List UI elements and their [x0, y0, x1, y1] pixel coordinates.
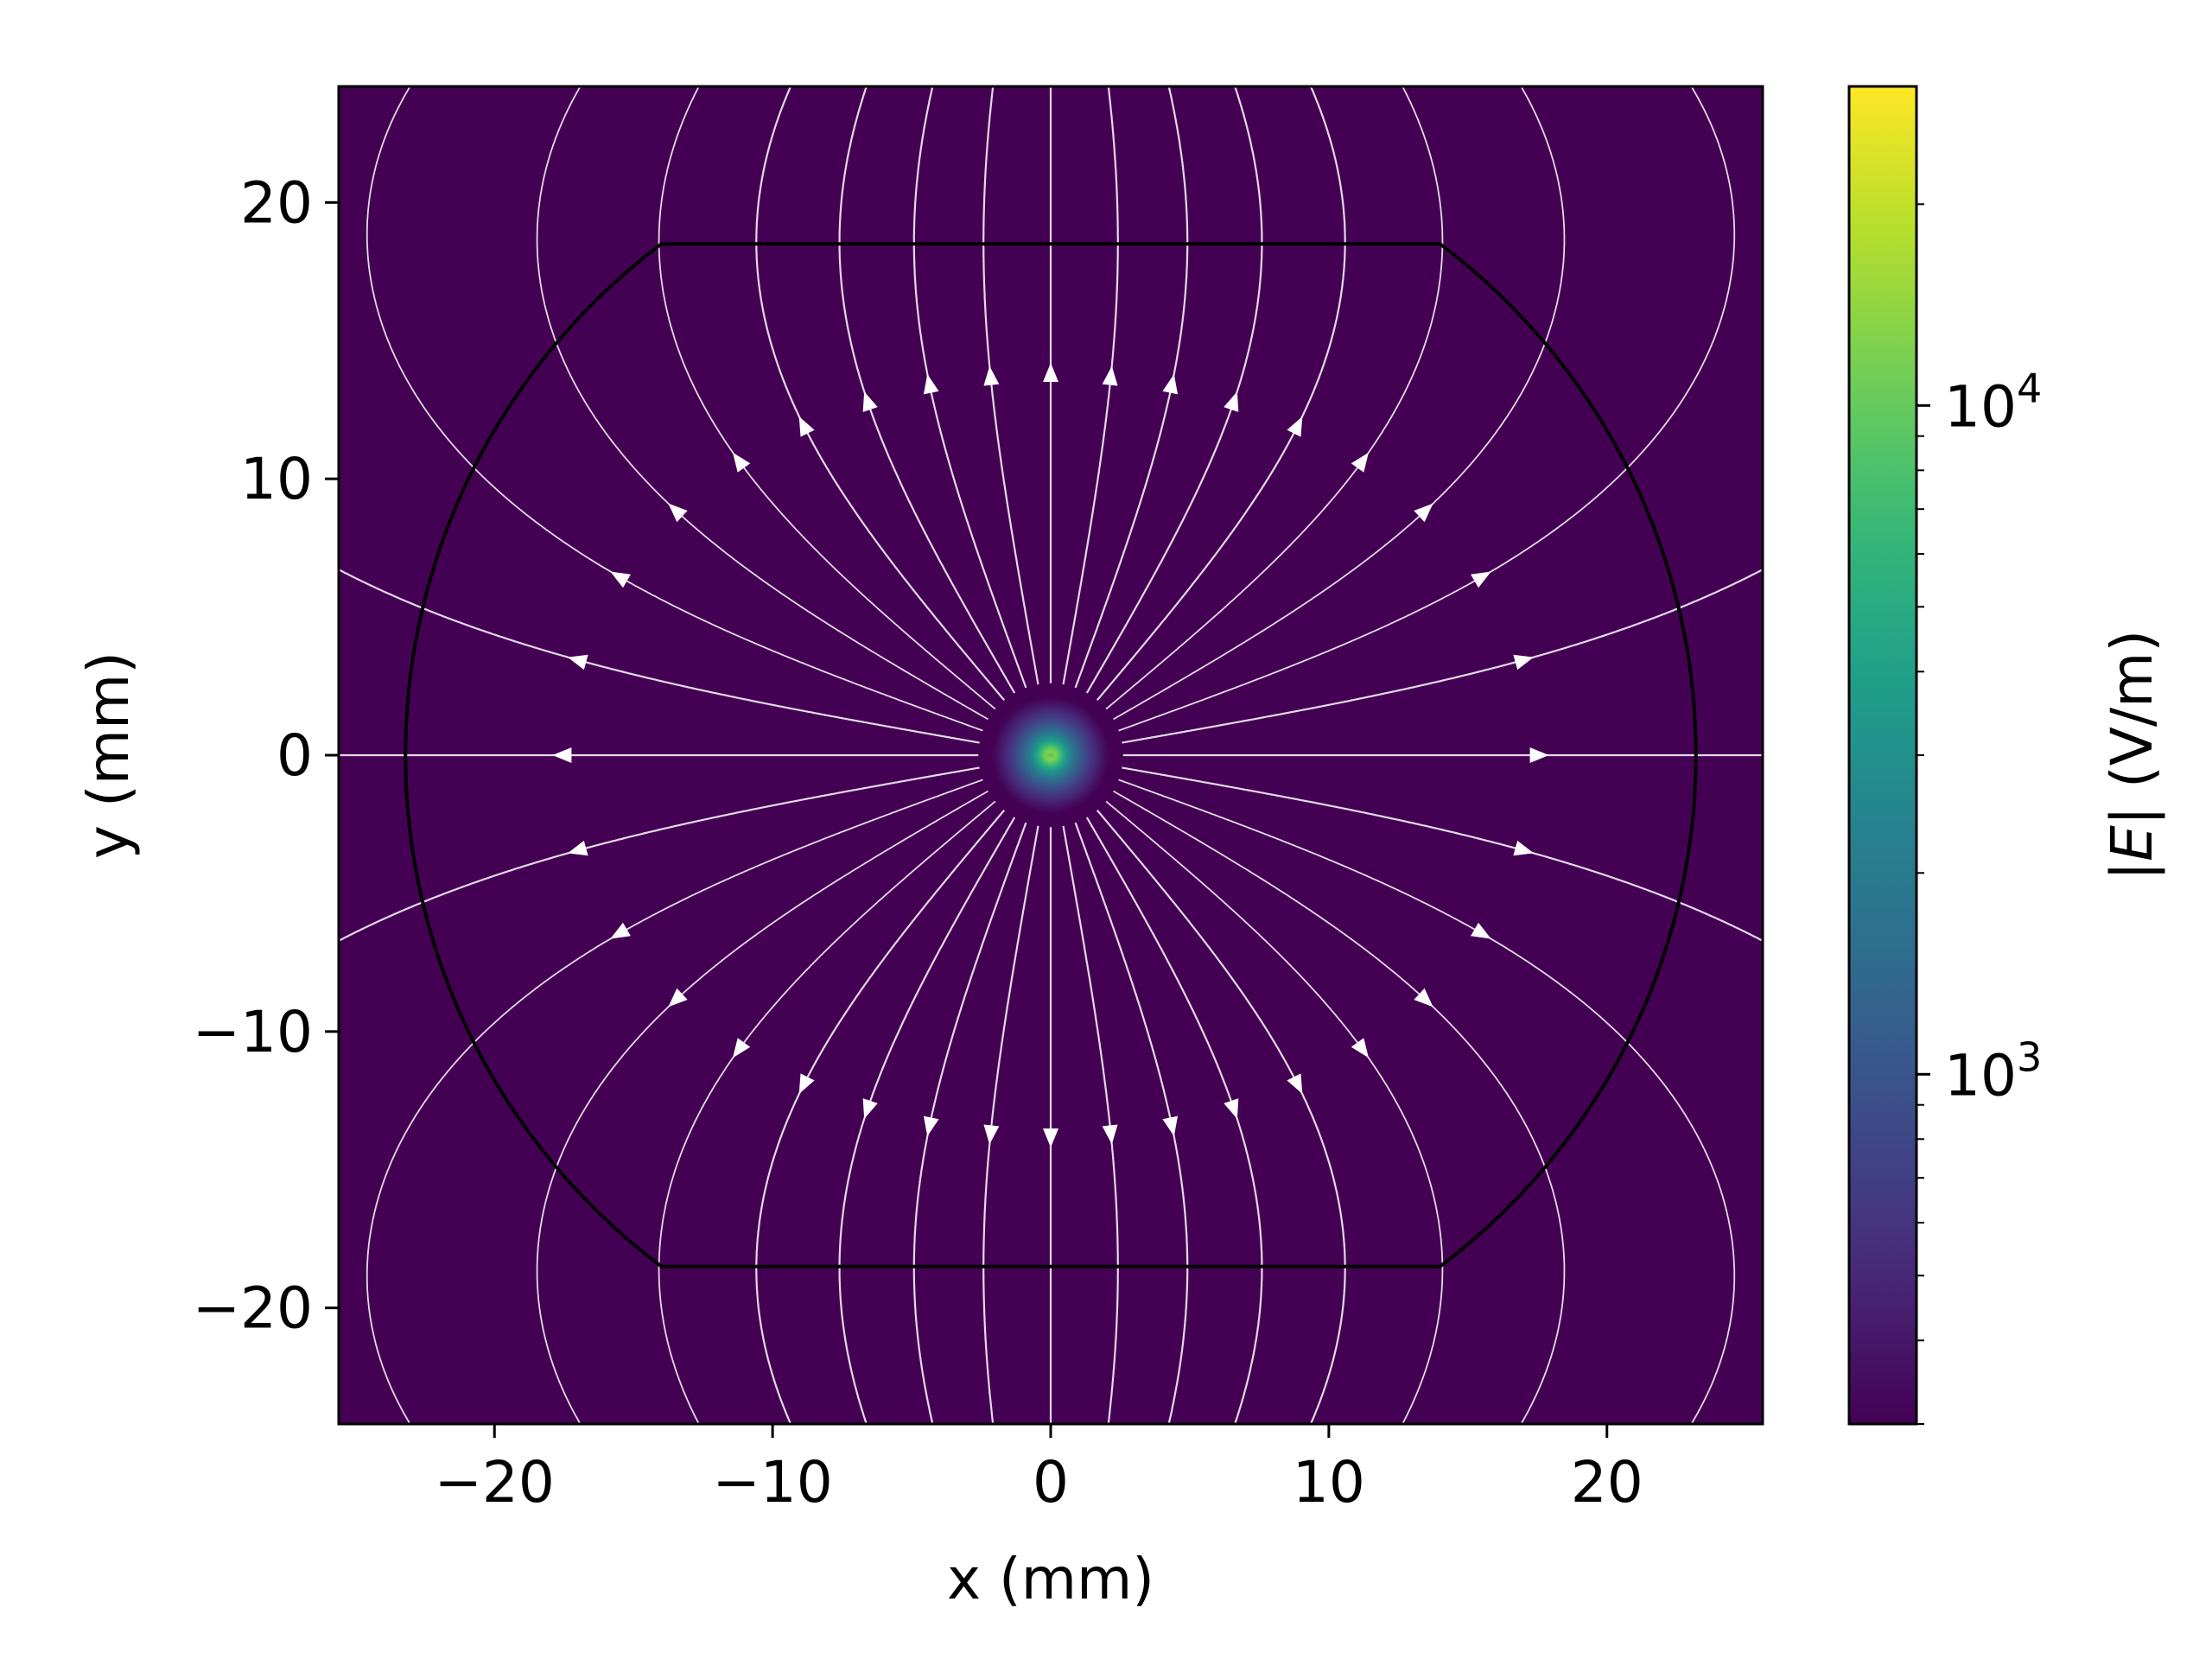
field-line [755, 810, 1006, 1424]
field-line [1105, 800, 1444, 1424]
field-line [1085, 86, 1263, 694]
field-line [1118, 86, 1736, 732]
x-axis-label: x (mm) [947, 1546, 1154, 1612]
y-tick-label: 0 [276, 722, 313, 789]
colorbar-label-suffix: | (V/m) [2099, 630, 2165, 825]
field-arrow [668, 503, 688, 523]
field-arrow [568, 654, 588, 671]
field-arrow [1513, 840, 1534, 856]
field-lines [339, 86, 1763, 1424]
conductor-boundary [404, 242, 1698, 1268]
field-arrow [1529, 747, 1549, 763]
field-line [1062, 825, 1119, 1424]
field-line [658, 800, 996, 1424]
field-arrow [1414, 503, 1433, 523]
field-line [536, 790, 988, 1424]
field-line [1074, 822, 1189, 1424]
field-arrow [798, 1073, 815, 1095]
colorbar-tick-label: 103 [1944, 1033, 2042, 1109]
y-axis-label: y (mm) [75, 652, 142, 859]
field-arrow [733, 452, 751, 473]
field-line [1118, 779, 1736, 1424]
field-arrow [862, 1098, 878, 1119]
field-line [755, 86, 1006, 701]
field-arrow [1162, 1116, 1179, 1136]
colorbar-label: |E| (V/m) [2099, 630, 2165, 880]
x-axis-ticks: −20 −10 0 10 20 [435, 1424, 1643, 1516]
x-tick-label: −20 [435, 1449, 555, 1516]
x-tick-label: 20 [1571, 1449, 1643, 1516]
field-arrow [1351, 1038, 1369, 1058]
field-line [912, 822, 1027, 1424]
field-line [1096, 86, 1346, 701]
colorbar-label-var: E [2099, 825, 2165, 861]
field-line [838, 86, 1016, 694]
colorbar-label-prefix: | [2099, 861, 2165, 880]
field-arrow [862, 391, 878, 412]
field-arrow [983, 1124, 1000, 1145]
field-arrow [568, 840, 588, 856]
field-arrow [733, 1038, 751, 1058]
field-line [1122, 568, 1763, 744]
field-arrow [923, 374, 939, 395]
field-arrow [1471, 571, 1491, 588]
field-line [1096, 810, 1346, 1424]
field-line [912, 86, 1027, 689]
x-tick-label: 10 [1293, 1449, 1365, 1516]
field-line [838, 817, 1016, 1424]
field-line [1105, 86, 1444, 710]
colorbar-ticks: 103 104 [1916, 203, 2042, 1425]
field-arrow [1162, 374, 1179, 395]
field-arrow [1043, 1128, 1058, 1147]
x-tick-label: 0 [1033, 1449, 1069, 1516]
field-arrow [610, 922, 631, 939]
field-line [1074, 86, 1189, 689]
y-tick-label: −20 [193, 1275, 313, 1342]
field-line [365, 86, 983, 732]
field-arrow [1224, 1098, 1239, 1119]
field-arrow [610, 571, 631, 588]
field-arrow [983, 365, 1000, 386]
field-arrow [1224, 391, 1239, 412]
field-line [365, 779, 983, 1424]
field-line [1062, 86, 1119, 685]
field-line [339, 766, 980, 943]
field-line [1113, 790, 1566, 1424]
field-line [982, 825, 1039, 1424]
field-line [658, 86, 996, 710]
field-line [536, 86, 988, 721]
x-tick-label: −10 [712, 1449, 832, 1516]
y-tick-label: 20 [240, 169, 313, 236]
field-arrow [1513, 654, 1534, 671]
field-arrow [552, 747, 572, 763]
field-arrow [1043, 363, 1058, 382]
field-arrow [1414, 988, 1433, 1007]
field-line [982, 86, 1039, 685]
colorbar-tick-label: 104 [1944, 365, 2042, 440]
field-arrow [923, 1116, 939, 1136]
field-arrow [1351, 452, 1369, 473]
field-arrow [798, 416, 815, 437]
field-arrow [1471, 922, 1491, 939]
field-line [339, 568, 980, 744]
field-arrow [1287, 1073, 1303, 1095]
field-line [1085, 817, 1263, 1424]
y-axis-ticks: −20 −10 0 10 20 [193, 169, 339, 1342]
field-arrow [1102, 365, 1118, 386]
colorbar-gradient [1849, 86, 1916, 1424]
field-arrow [1287, 416, 1303, 437]
field-line [1122, 766, 1763, 943]
field-arrow [1102, 1124, 1118, 1145]
y-tick-label: 10 [240, 446, 313, 512]
y-tick-label: −10 [193, 999, 313, 1065]
field-line [1113, 86, 1566, 721]
field-arrows [552, 363, 1549, 1147]
field-arrow [668, 988, 688, 1007]
